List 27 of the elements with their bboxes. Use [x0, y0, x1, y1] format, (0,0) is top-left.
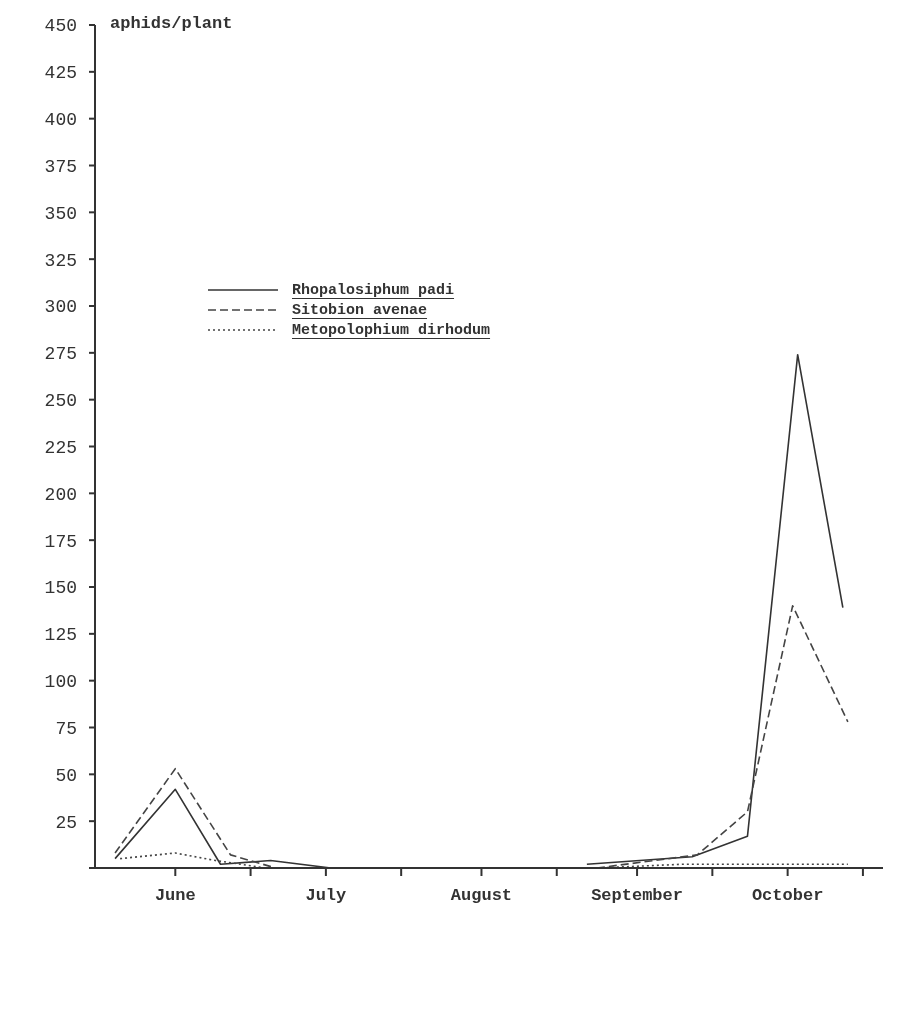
y-tick-label: 325 — [44, 250, 77, 271]
y-tick-label: 275 — [44, 344, 77, 365]
y-tick-label: 400 — [44, 110, 77, 131]
y-tick-label: 100 — [44, 672, 77, 693]
y-tick-label: 375 — [44, 156, 77, 177]
legend-label: Sitobion avenae — [292, 301, 428, 319]
y-tick-label: 50 — [55, 765, 77, 786]
y-tick-label: 25 — [55, 812, 77, 833]
y-tick-label: 175 — [44, 531, 77, 552]
y-tick-label: 350 — [44, 203, 77, 224]
y-tick-label: 300 — [44, 297, 77, 318]
y-tick-label: 250 — [44, 391, 77, 412]
x-tick-label: October — [751, 886, 824, 906]
x-tick-label: September — [591, 886, 683, 906]
x-tick-label: August — [450, 886, 513, 906]
y-tick-label: 450 — [44, 16, 77, 37]
legend-label: Rhopalosiphum padi — [292, 281, 455, 299]
y-tick-label: 125 — [44, 625, 77, 646]
y-tick-label: 200 — [44, 484, 77, 505]
legend-label: Metopolophium dirhodum — [292, 321, 491, 339]
y-tick-label: 425 — [44, 63, 77, 84]
y-tick-label: 150 — [44, 578, 77, 599]
x-tick-label: July — [305, 886, 347, 906]
y-tick-label: 75 — [55, 718, 77, 739]
y-tick-label: 225 — [44, 437, 77, 458]
y-axis-title: aphids/plant — [110, 14, 233, 33]
x-tick-label: June — [154, 886, 196, 906]
